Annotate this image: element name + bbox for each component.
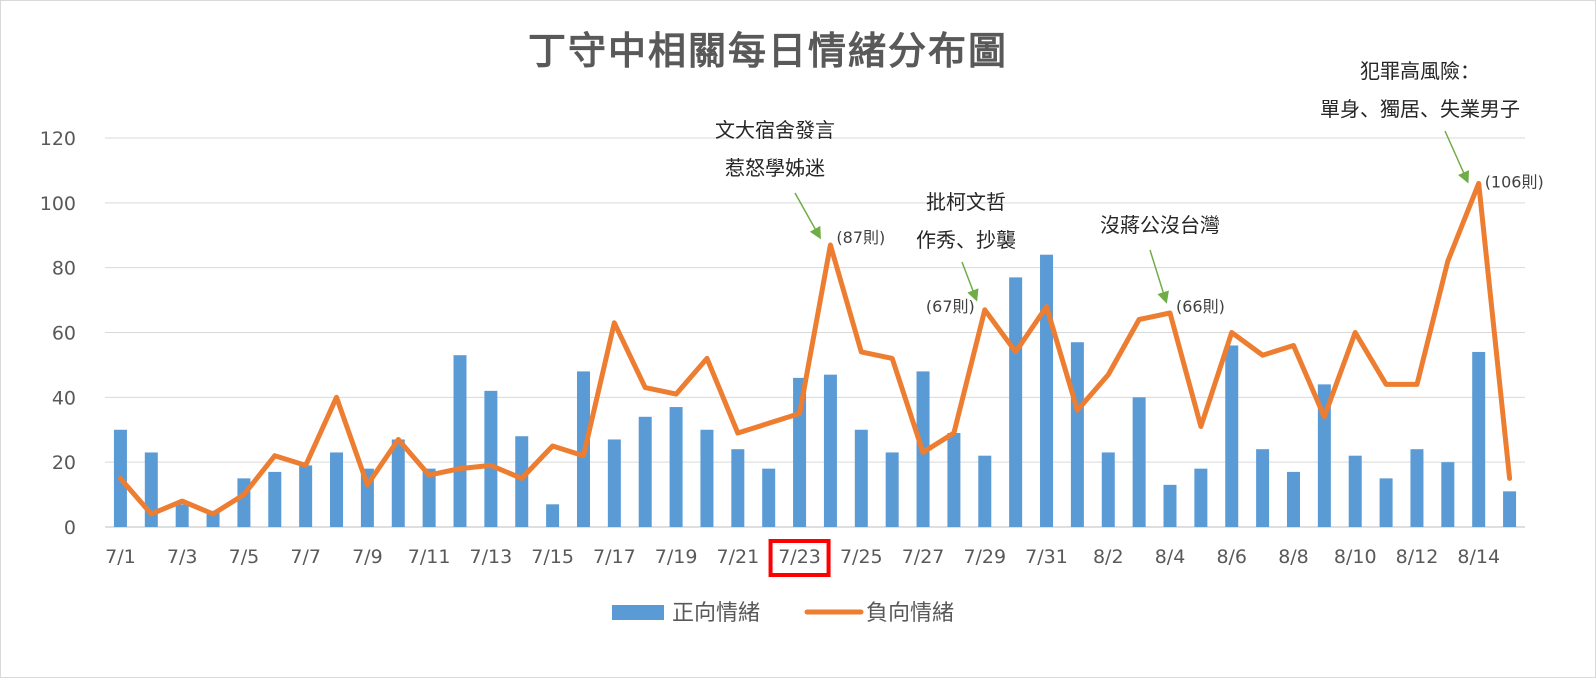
bar-8/6: [1225, 345, 1239, 527]
annotation-arrow: [1444, 130, 1470, 184]
bar-7/15: [546, 504, 560, 527]
annotation-text: 作秀、抄襲: [916, 228, 1016, 252]
annotation-text: 單身、獨居、失業男子: [1320, 97, 1520, 121]
bar-8/13: [1441, 462, 1455, 527]
annotation-text: 犯罪高風險：: [1360, 59, 1480, 83]
annotation-text: 文大宿舍發言: [715, 118, 835, 142]
bar-8/8: [1286, 471, 1300, 527]
x-tick-label: 7/15: [531, 546, 574, 568]
bar-7/17: [607, 439, 621, 527]
bar-8/3: [1132, 397, 1146, 527]
bar-8/7: [1256, 449, 1270, 527]
annotation-arrow: [961, 261, 979, 302]
x-tick-label: 7/9: [352, 546, 383, 568]
bar-7/25: [854, 429, 868, 527]
annotation-value-label: (106則): [1485, 172, 1544, 191]
x-tick-label: 8/8: [1278, 546, 1309, 568]
legend-swatch-positive: [612, 605, 664, 620]
bar-7/21: [731, 449, 745, 527]
bar-7/7: [299, 465, 313, 527]
x-tick-label: 7/11: [408, 546, 451, 568]
y-tick-label: 0: [64, 517, 76, 539]
annotation-value-label: (67則): [926, 297, 975, 316]
bar-8/1: [1070, 342, 1084, 527]
highlight-box: [768, 539, 831, 577]
bar-7/18: [638, 416, 652, 527]
bar-series: [113, 254, 1517, 527]
bar-7/22: [762, 468, 776, 527]
x-tick-label: 7/19: [655, 546, 698, 568]
legend-label-positive: 正向情緒: [672, 601, 760, 626]
bar-7/19: [669, 407, 683, 527]
x-tick-label: 8/12: [1396, 546, 1439, 568]
bar-8/10: [1348, 455, 1362, 527]
y-tick-label: 120: [40, 128, 76, 150]
x-tick-label: 8/14: [1457, 546, 1500, 568]
bar-7/6: [268, 471, 282, 527]
x-tick-label: 7/23: [778, 546, 821, 568]
x-tick-label: 7/31: [1025, 546, 1068, 568]
x-tick-label: 8/2: [1093, 546, 1124, 568]
x-tick-label: 8/10: [1334, 546, 1377, 568]
bar-7/14: [515, 436, 529, 527]
bar-8/14: [1472, 351, 1486, 527]
x-axis-ticks: 7/1 7/3 7/5 7/7 7/9 7/11 7/13 7/15 7/17 7/19 7/21 7…: [105, 539, 1500, 577]
bar-8/11: [1379, 478, 1393, 527]
x-tick-label: 8/6: [1216, 546, 1247, 568]
y-axis-ticks: 0 20 40 60 80 100 120: [40, 128, 76, 539]
x-tick-label: 7/29: [963, 546, 1006, 568]
annotation-value-label: (87則): [836, 228, 885, 247]
y-tick-label: 40: [52, 387, 76, 409]
line-series: [117, 180, 1513, 517]
chart-title: 丁守中相關每日情緒分布圖: [528, 29, 1008, 73]
y-tick-label: 20: [52, 452, 76, 474]
bar-7/13: [484, 390, 498, 527]
x-tick-label: 8/4: [1155, 546, 1186, 568]
x-tick-label: 7/1: [105, 546, 136, 568]
bar-7/12: [453, 355, 467, 527]
bar-7/11: [422, 468, 436, 527]
y-tick-label: 100: [40, 193, 76, 215]
bar-7/20: [700, 429, 714, 527]
bar-7/24: [823, 374, 837, 527]
annotation-text: 沒蔣公沒台灣: [1100, 213, 1220, 237]
bar-8/2: [1101, 452, 1115, 527]
bar-7/30: [1009, 277, 1023, 527]
bar-8/4: [1163, 484, 1177, 527]
bar-7/28: [947, 432, 961, 527]
bar-8/12: [1410, 449, 1424, 527]
y-tick-label: 60: [52, 323, 76, 345]
x-tick-label: 7/13: [470, 546, 513, 568]
bar-8/15: [1503, 491, 1517, 527]
x-tick-label: 7/5: [229, 546, 260, 568]
bar-7/29: [978, 455, 992, 527]
x-tick-label: 7/25: [840, 546, 883, 568]
y-tick-label: 80: [52, 258, 76, 280]
annotation-text: 批柯文哲: [926, 190, 1006, 214]
x-tick-label: 7/7: [290, 546, 321, 568]
annotation-value-label: (66則): [1176, 297, 1225, 316]
bar-8/5: [1194, 468, 1208, 527]
x-tick-label: 7/21: [716, 546, 759, 568]
negative-line: [117, 180, 1513, 517]
annotation-text: 惹怒學姊迷: [725, 156, 825, 180]
legend: 正向情緒 負向情緒: [612, 601, 954, 626]
x-tick-label: 7/17: [593, 546, 636, 568]
bar-7/26: [885, 452, 899, 527]
x-tick-label: 7/3: [167, 546, 198, 568]
annotation-arrow: [1149, 249, 1169, 304]
x-tick-label: 7/27: [902, 546, 945, 568]
bar-7/8: [330, 452, 344, 527]
legend-label-negative: 負向情緒: [866, 601, 954, 626]
bar-8/9: [1317, 384, 1331, 527]
bar-7/3: [175, 504, 189, 527]
bar-7/10: [391, 439, 405, 527]
bar-7/31: [1040, 254, 1054, 527]
annotation-arrow: [794, 192, 821, 240]
